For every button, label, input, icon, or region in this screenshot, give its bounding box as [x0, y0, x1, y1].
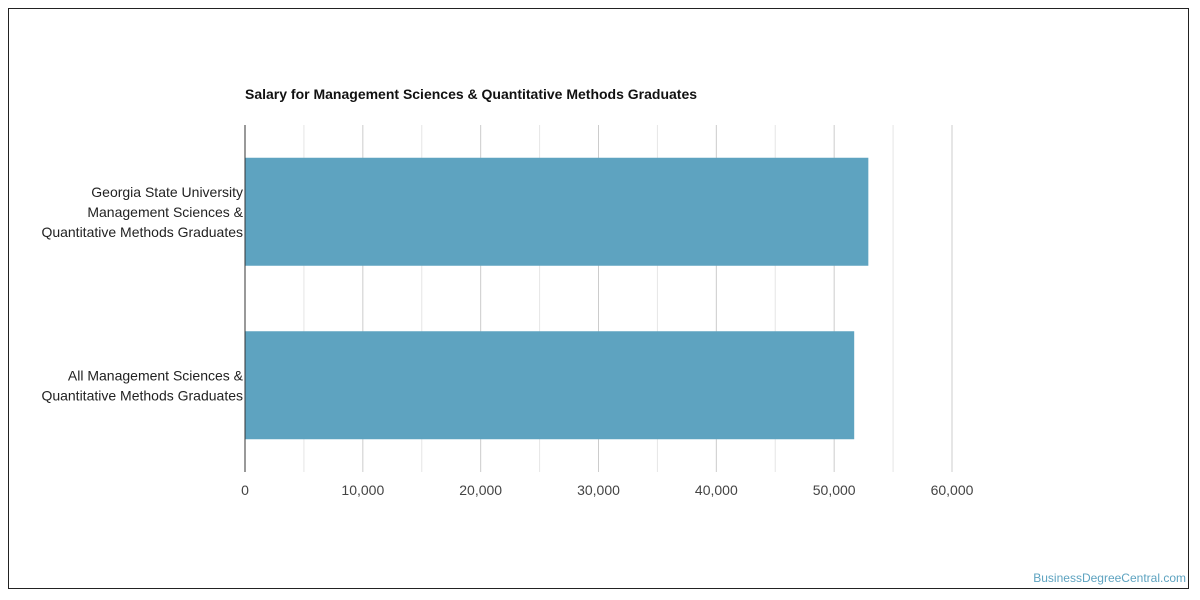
watermark: BusinessDegreeCentral.com [1033, 571, 1186, 585]
category-label-line: Georgia State University [91, 184, 243, 200]
category-label-line: Management Sciences & [87, 204, 243, 220]
x-tick-label: 60,000 [931, 482, 974, 498]
x-tick-label: 40,000 [695, 482, 738, 498]
bar [245, 157, 869, 266]
category-label-line: Quantitative Methods Graduates [41, 224, 243, 240]
x-tick-label: 0 [241, 482, 249, 498]
category-label: Georgia State University Management Scien… [41, 184, 243, 240]
category-label-line: Quantitative Methods Graduates [41, 387, 243, 403]
bar [245, 331, 855, 440]
x-tick-label: 30,000 [577, 482, 620, 498]
x-tick-label: 10,000 [341, 482, 384, 498]
x-tick-label: 50,000 [813, 482, 856, 498]
chart-title: Salary for Management Sciences & Quantit… [245, 86, 697, 102]
category-label: All Management Sciences & Quantitative Me… [41, 367, 243, 403]
category-label-line: All Management Sciences & [68, 367, 244, 383]
x-tick-label: 20,000 [459, 482, 502, 498]
